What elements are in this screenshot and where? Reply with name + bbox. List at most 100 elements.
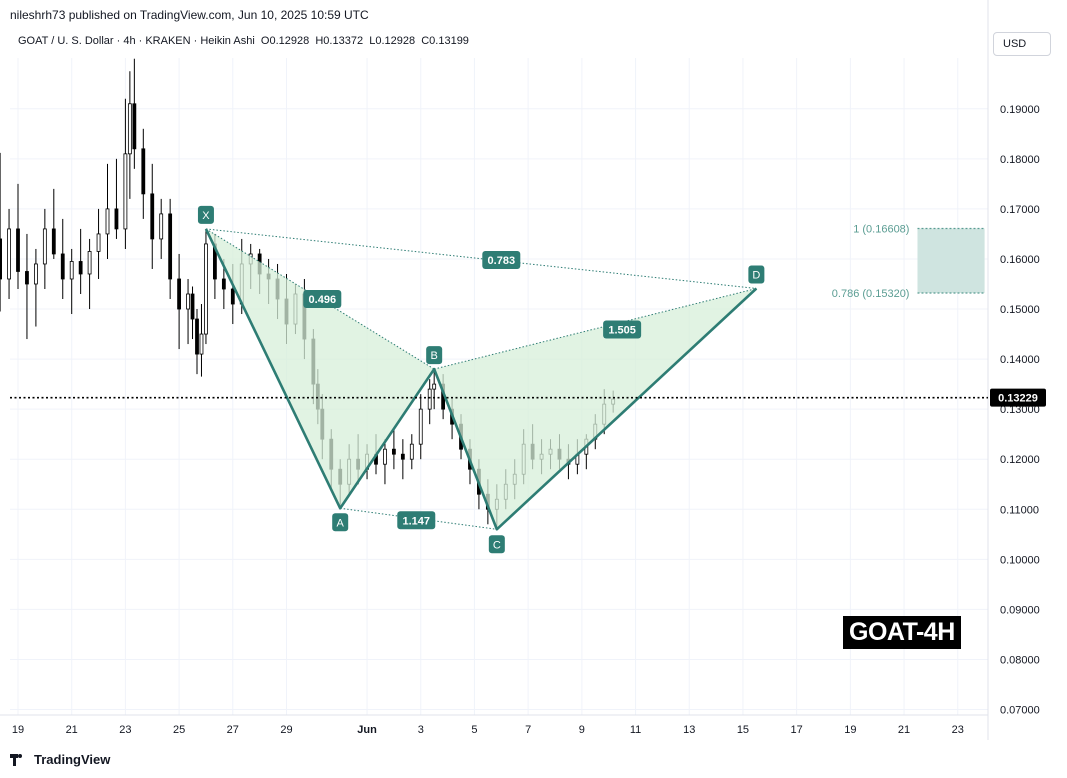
pattern-point-b: B [426, 346, 443, 365]
candle [60, 218, 65, 300]
candle-body [400, 453, 405, 460]
candle [427, 379, 432, 425]
candle-body [409, 443, 414, 460]
x-tick-label: 3 [418, 724, 424, 736]
legend-symbol: GOAT / U. S. Dollar · 4h · KRAKEN · Heik… [18, 35, 255, 47]
pattern-point-badge [748, 265, 765, 284]
x-tick-label: 5 [471, 724, 477, 736]
pattern-legs [204, 228, 758, 531]
candle [0, 152, 3, 312]
x-tick-label: 21 [66, 724, 78, 736]
candle-body [7, 228, 11, 280]
pattern-dotted-xd [205, 228, 757, 289]
currency-button[interactable]: USD [993, 32, 1051, 56]
candle [42, 208, 47, 289]
candle-body [60, 253, 65, 280]
pattern-ratio-label: 0.496 [309, 294, 337, 306]
pattern-point-d: D [748, 265, 765, 284]
candle [105, 163, 110, 259]
x-tick-label: 23 [119, 724, 131, 736]
pattern-point-badge [332, 513, 349, 532]
x-tick-label: 9 [579, 724, 585, 736]
pattern-point-label: C [493, 539, 501, 551]
y-tick-label: 0.14000 [1000, 354, 1040, 366]
tradingview-brand: TradingView [34, 752, 111, 767]
candle [190, 286, 195, 340]
pattern-point-label: X [202, 210, 210, 222]
pattern-point-a: A [332, 513, 349, 532]
candle-body [186, 293, 190, 310]
x-tick-label: 21 [898, 724, 910, 736]
candle [78, 228, 83, 295]
pattern-ratio-badge [397, 511, 436, 530]
y-tick-label: 0.09000 [1000, 604, 1040, 616]
candle [87, 238, 92, 310]
pattern-ratio: 0.783 [482, 250, 521, 269]
pattern-point-x: X [197, 205, 214, 224]
x-tick-label: 19 [844, 724, 856, 736]
x-tick-label: 23 [952, 724, 964, 736]
tradingview-logo[interactable]: TradingView [10, 752, 110, 767]
candle-body [51, 228, 56, 255]
target-zone-box [917, 228, 985, 294]
candle-body [383, 448, 387, 465]
pattern-ratio-label: 1.147 [403, 515, 431, 527]
pattern-triangle-xab [205, 228, 435, 509]
candle-body [391, 448, 396, 455]
last-price-label: 0.13229 [998, 393, 1038, 405]
legend-close: C0.13199 [421, 35, 469, 47]
pattern-ratio-badge [303, 290, 342, 309]
pattern-ratio-label: 1.505 [608, 325, 636, 337]
pattern-point-badge [426, 346, 443, 365]
y-tick-label: 0.15000 [1000, 304, 1040, 316]
x-tick-label: 25 [173, 724, 185, 736]
legend-high: H0.13372 [315, 35, 364, 47]
pattern-point-label: A [337, 517, 345, 529]
x-tick-label: 13 [683, 724, 695, 736]
candle-body [0, 238, 3, 280]
candle-body [418, 408, 423, 445]
y-tick-label: 0.19000 [1000, 104, 1040, 116]
candle-body [199, 333, 204, 355]
y-tick-label: 0.12000 [1000, 454, 1040, 466]
candle [432, 369, 437, 410]
y-tick-label: 0.11000 [1000, 504, 1039, 516]
x-tick-label: 17 [791, 724, 803, 736]
x-tick-label: 27 [227, 724, 239, 736]
candle-body [16, 228, 20, 272]
candle [383, 439, 387, 485]
symbol-legend: GOAT / U. S. Dollar · 4h · KRAKEN · Heik… [18, 35, 469, 47]
pattern-triangle-bcd [434, 288, 757, 530]
y-tick-label: 0.07000 [1000, 705, 1040, 717]
x-tick-label: 11 [630, 724, 641, 736]
candle [391, 429, 396, 470]
x-tick-label: 15 [737, 724, 749, 736]
candle-body [42, 228, 47, 265]
legend-low: L0.12928 [369, 35, 416, 47]
candle [25, 233, 29, 340]
candle-body [230, 288, 235, 305]
candle [16, 183, 20, 289]
candle [7, 208, 11, 300]
pattern-ratio: 0.496 [303, 290, 342, 309]
pattern-dotted-bd [434, 288, 757, 370]
candle [34, 248, 38, 327]
candle [159, 198, 164, 259]
candle [51, 188, 56, 259]
candle [141, 128, 146, 219]
candle-body [96, 233, 101, 252]
candle-body [123, 153, 128, 230]
candle-body [25, 271, 29, 285]
candle-body [221, 278, 226, 290]
candle [96, 208, 101, 279]
candle [168, 198, 173, 300]
x-tick-label: 7 [525, 724, 531, 736]
pattern-ratio-badge [603, 320, 642, 339]
candle [186, 278, 190, 345]
pattern-ratio: 1.147 [397, 511, 436, 530]
candle [400, 439, 405, 480]
legend-open: O0.12928 [260, 35, 310, 47]
candle-body [114, 208, 119, 230]
